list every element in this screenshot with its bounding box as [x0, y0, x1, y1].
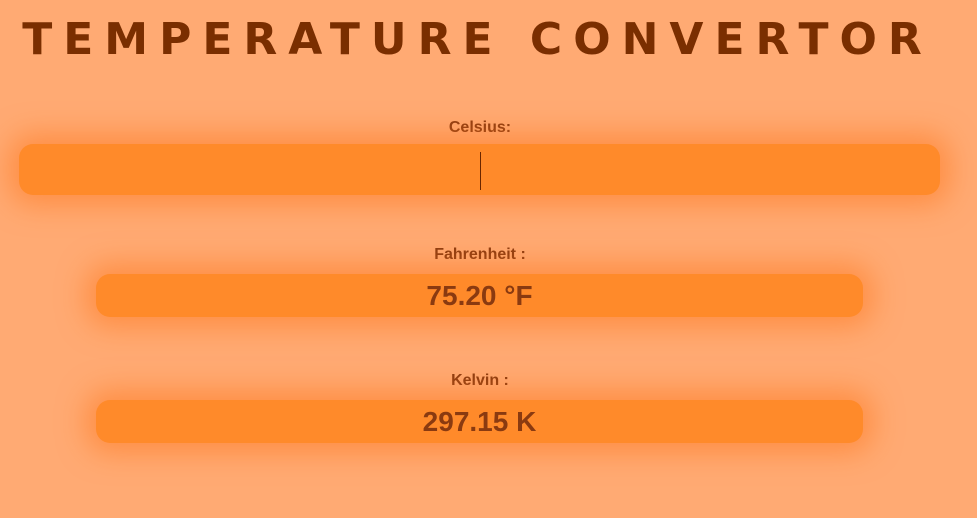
fahrenheit-output: 75.20 °F — [96, 274, 863, 317]
text-cursor — [480, 152, 481, 190]
page-title: TEMPERATURE CONVERTOR — [22, 14, 933, 65]
fahrenheit-value: 75.20 °F — [426, 279, 533, 311]
kelvin-value: 297.15 K — [422, 405, 537, 437]
fahrenheit-label: Fahrenheit : — [434, 246, 526, 263]
celsius-input[interactable] — [19, 144, 940, 195]
kelvin-output: 297.15 K — [96, 400, 863, 443]
kelvin-label: Kelvin : — [451, 372, 509, 389]
celsius-label: Celsius: — [448, 119, 512, 136]
